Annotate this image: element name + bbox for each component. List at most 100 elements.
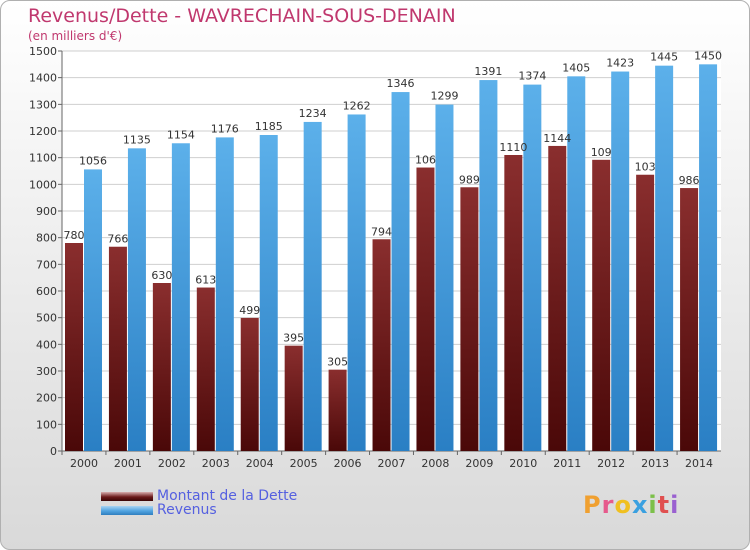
logo-letter: o [614, 491, 632, 519]
data-label-debt: 395 [283, 332, 304, 345]
bar-revenue [611, 71, 630, 452]
y-tick-label: 1500 [29, 45, 57, 58]
y-tick-label: 500 [36, 312, 57, 325]
data-label-debt: 106 [415, 154, 436, 167]
bar-debt [592, 159, 611, 452]
y-tick-label: 600 [36, 285, 57, 298]
x-tick-label: 2011 [553, 457, 581, 470]
data-label-revenue: 1176 [211, 122, 239, 135]
data-label-debt: 766 [107, 233, 128, 246]
data-label-revenue: 1450 [694, 49, 722, 62]
y-tick-label: 900 [36, 205, 57, 218]
logo-letter: P [583, 491, 602, 519]
bar-debt [65, 243, 83, 451]
data-label-debt: 630 [151, 269, 172, 282]
y-tick-label: 700 [36, 258, 57, 271]
x-tick-label: 2005 [290, 457, 318, 470]
data-label-revenue: 1154 [167, 128, 195, 141]
bar-revenue [127, 148, 146, 452]
data-label-debt: 780 [64, 229, 85, 242]
legend-swatch-revenue [101, 505, 153, 515]
bar-debt [196, 287, 215, 451]
legend-item-debt: Montant de la Dette [101, 488, 298, 504]
data-label-revenue: 1299 [430, 90, 458, 103]
x-tick-label: 2010 [509, 457, 537, 470]
data-label-debt: 305 [327, 356, 348, 369]
y-tick-label: 1000 [29, 178, 57, 191]
y-tick-label: 200 [36, 392, 57, 405]
bar-revenue [171, 143, 190, 451]
data-label-debt: 109 [591, 146, 612, 159]
x-tick-label: 2007 [378, 457, 406, 470]
data-label-debt: 499 [239, 304, 260, 317]
x-tick-label: 2003 [202, 457, 230, 470]
proxiti-logo: Proxiti [583, 491, 679, 519]
data-label-revenue: 1423 [606, 57, 634, 70]
bar-revenue [391, 92, 410, 452]
x-tick-label: 2013 [641, 457, 669, 470]
bar-revenue [655, 65, 674, 452]
legend-item-revenue: Revenus [101, 502, 217, 518]
x-tick-label: 2006 [334, 457, 362, 470]
data-label-debt: 794 [371, 225, 392, 238]
legend-label-revenue: Revenus [157, 502, 217, 518]
logo-letter: x [631, 491, 649, 519]
bar-debt [460, 187, 479, 451]
data-label-revenue: 1056 [79, 154, 107, 167]
x-tick-label: 2001 [114, 457, 142, 470]
data-label-revenue: 1262 [343, 99, 371, 112]
bar-debt [636, 174, 655, 451]
data-label-debt: 1110 [499, 141, 527, 154]
data-label-revenue: 1374 [518, 70, 546, 83]
x-tick-label: 2000 [70, 457, 98, 470]
bar-debt [548, 145, 567, 451]
bar-debt [108, 246, 127, 451]
bar-revenue [215, 137, 234, 451]
data-label-revenue: 1135 [123, 133, 151, 146]
bar-debt [328, 369, 347, 451]
data-label-revenue: 1346 [387, 77, 415, 90]
data-label-debt: 613 [195, 274, 216, 287]
plot-area [62, 51, 721, 451]
data-label-debt: 1144 [543, 132, 571, 145]
y-tick-label: 1100 [29, 152, 57, 165]
x-tick-label: 2008 [421, 457, 449, 470]
bar-debt [416, 167, 435, 452]
bar-revenue [699, 64, 718, 452]
y-tick-label: 100 [36, 418, 57, 431]
x-tick-label: 2012 [597, 457, 625, 470]
bar-debt [152, 283, 171, 451]
data-label-revenue: 1391 [474, 65, 502, 78]
legend-swatch-debt [101, 491, 153, 501]
data-label-revenue: 1234 [299, 107, 327, 120]
logo-letter: i [670, 491, 680, 519]
bar-revenue [479, 80, 498, 452]
x-tick-label: 2004 [246, 457, 274, 470]
bar-revenue [303, 121, 322, 451]
data-label-revenue: 1405 [562, 61, 590, 74]
x-tick-label: 2009 [465, 457, 493, 470]
legend-label-debt: Montant de la Dette [157, 488, 298, 504]
y-tick-label: 800 [36, 232, 57, 245]
y-tick-label: 0 [50, 445, 57, 458]
bar-revenue [435, 104, 454, 451]
bar-debt [504, 155, 523, 451]
bar-revenue [567, 76, 586, 451]
y-tick-label: 1200 [29, 125, 57, 138]
x-tick-label: 2014 [685, 457, 713, 470]
y-tick-label: 400 [36, 338, 57, 351]
y-tick-label: 1400 [29, 72, 57, 85]
data-label-revenue: 1185 [255, 120, 283, 133]
data-label-debt: 989 [459, 173, 480, 186]
y-tick-label: 1300 [29, 98, 57, 111]
y-tick-label: 300 [36, 365, 57, 378]
data-label-debt: 103 [635, 161, 656, 174]
logo-letter: r [601, 491, 615, 519]
chart-title: Revenus/Dette - WAVRECHAIN-SOUS-DENAIN [28, 5, 456, 27]
chart-subtitle: (en milliers d'€) [28, 29, 123, 43]
bar-revenue [84, 169, 102, 451]
bar-debt [240, 317, 259, 451]
bar-debt [372, 239, 391, 451]
